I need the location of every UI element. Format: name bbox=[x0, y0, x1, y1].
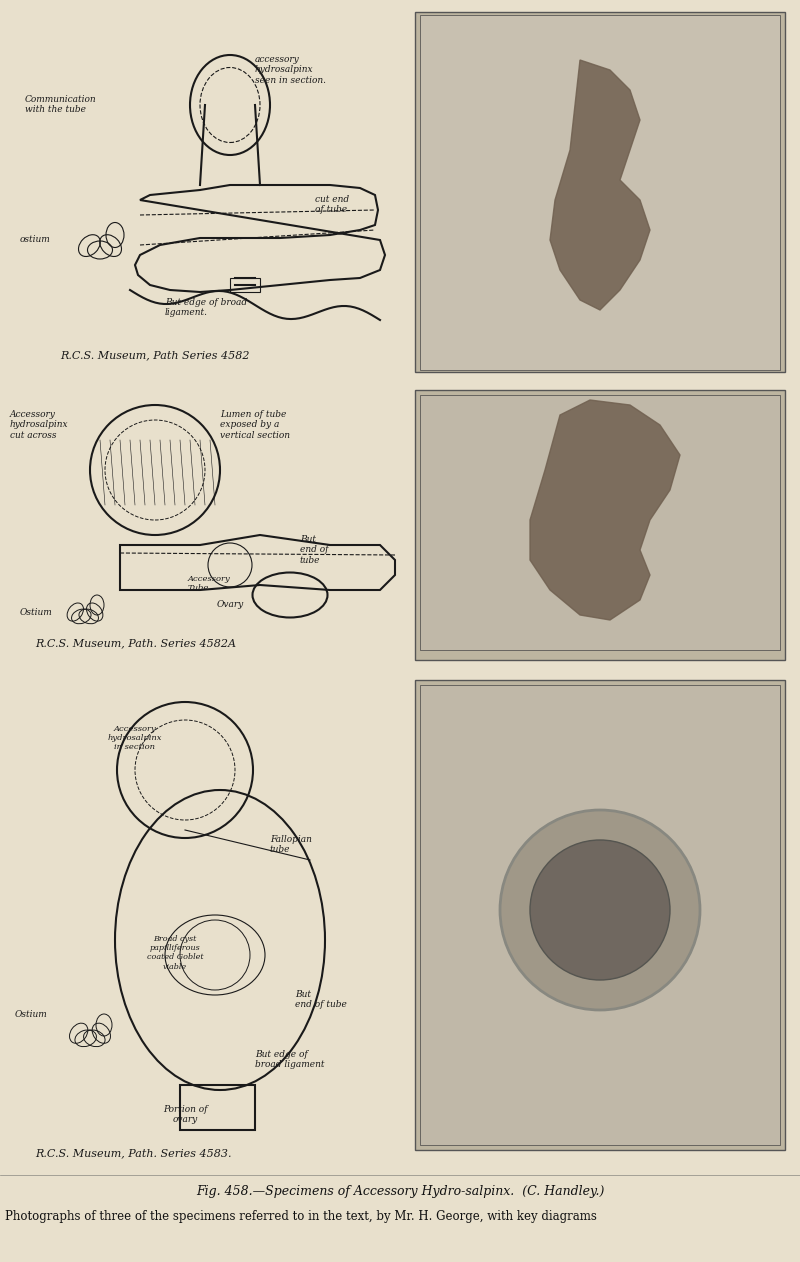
Text: But
end of tube: But end of tube bbox=[295, 989, 347, 1010]
Bar bbox=[415, 680, 785, 1150]
Text: Accessory
hydrosalpinx
cut across: Accessory hydrosalpinx cut across bbox=[10, 410, 69, 439]
Bar bbox=[420, 15, 780, 370]
Bar bbox=[415, 390, 785, 660]
Text: R.C.S. Museum, Path. Series 4582A: R.C.S. Museum, Path. Series 4582A bbox=[35, 639, 236, 647]
Text: Communication
with the tube: Communication with the tube bbox=[25, 95, 97, 115]
Text: Accessory
Tube: Accessory Tube bbox=[188, 575, 230, 592]
Text: R.C.S. Museum, Path. Series 4583.: R.C.S. Museum, Path. Series 4583. bbox=[35, 1148, 231, 1159]
Text: Photographs of three of the specimens referred to in the text, by Mr. H. George,: Photographs of three of the specimens re… bbox=[5, 1210, 597, 1223]
Circle shape bbox=[530, 840, 670, 981]
Circle shape bbox=[500, 810, 700, 1010]
Text: Portion of
ovary: Portion of ovary bbox=[162, 1106, 207, 1124]
Text: Fig. 458.—Specimens of Accessory Hydro-salpinx.  (C. Handley.): Fig. 458.—Specimens of Accessory Hydro-s… bbox=[196, 1185, 604, 1198]
Text: But edge of broad
ligament.: But edge of broad ligament. bbox=[165, 298, 247, 318]
Text: R.C.S. Museum, Path Series 4582: R.C.S. Museum, Path Series 4582 bbox=[60, 350, 250, 360]
Text: ostium: ostium bbox=[20, 235, 50, 244]
Text: But
end of
tube: But end of tube bbox=[300, 535, 329, 565]
Text: Fallopian
tube: Fallopian tube bbox=[270, 835, 312, 854]
Text: But edge of
broad ligament: But edge of broad ligament bbox=[255, 1050, 325, 1069]
Bar bbox=[415, 13, 785, 372]
Text: accessory
hydrosalpinx
seen in section.: accessory hydrosalpinx seen in section. bbox=[255, 56, 326, 85]
Text: Ostium: Ostium bbox=[15, 1010, 48, 1018]
Text: Lumen of tube
exposed by a
vertical section: Lumen of tube exposed by a vertical sect… bbox=[220, 410, 290, 439]
Bar bbox=[230, 278, 260, 292]
Polygon shape bbox=[550, 61, 650, 310]
Text: Broad cyst
papilliferous
coated Goblet
viable: Broad cyst papilliferous coated Goblet v… bbox=[146, 935, 203, 970]
Text: cut end
of tube: cut end of tube bbox=[315, 196, 349, 215]
Polygon shape bbox=[530, 400, 680, 620]
Text: Ostium: Ostium bbox=[20, 608, 53, 617]
Text: Accessory
hydrosalpinx
in section: Accessory hydrosalpinx in section bbox=[108, 724, 162, 751]
Bar bbox=[420, 685, 780, 1145]
Text: Ovary: Ovary bbox=[216, 599, 244, 610]
Bar bbox=[420, 395, 780, 650]
Bar bbox=[180, 1085, 255, 1129]
